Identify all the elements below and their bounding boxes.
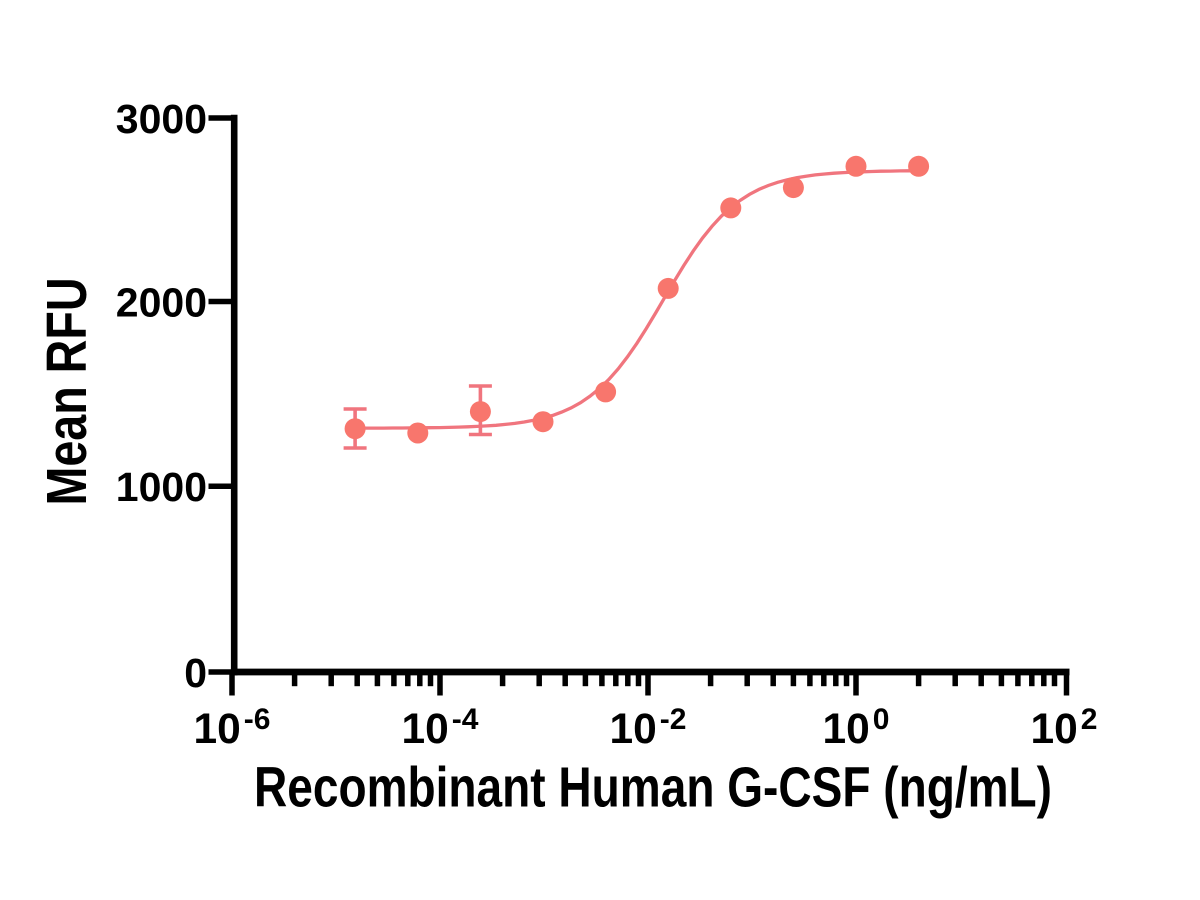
svg-text:3000: 3000 bbox=[116, 96, 207, 142]
svg-text:Recombinant Human G-CSF (ng/mL: Recombinant Human G-CSF (ng/mL) bbox=[254, 756, 1052, 820]
svg-text:10-4: 10 -4 bbox=[402, 703, 479, 753]
svg-text:1000: 1000 bbox=[116, 464, 207, 510]
svg-text:102: 10 2 bbox=[1031, 703, 1098, 753]
svg-text:0: 0 bbox=[184, 650, 207, 696]
svg-text:2000: 2000 bbox=[116, 280, 207, 326]
svg-text:Mean RFU: Mean RFU bbox=[35, 278, 98, 506]
